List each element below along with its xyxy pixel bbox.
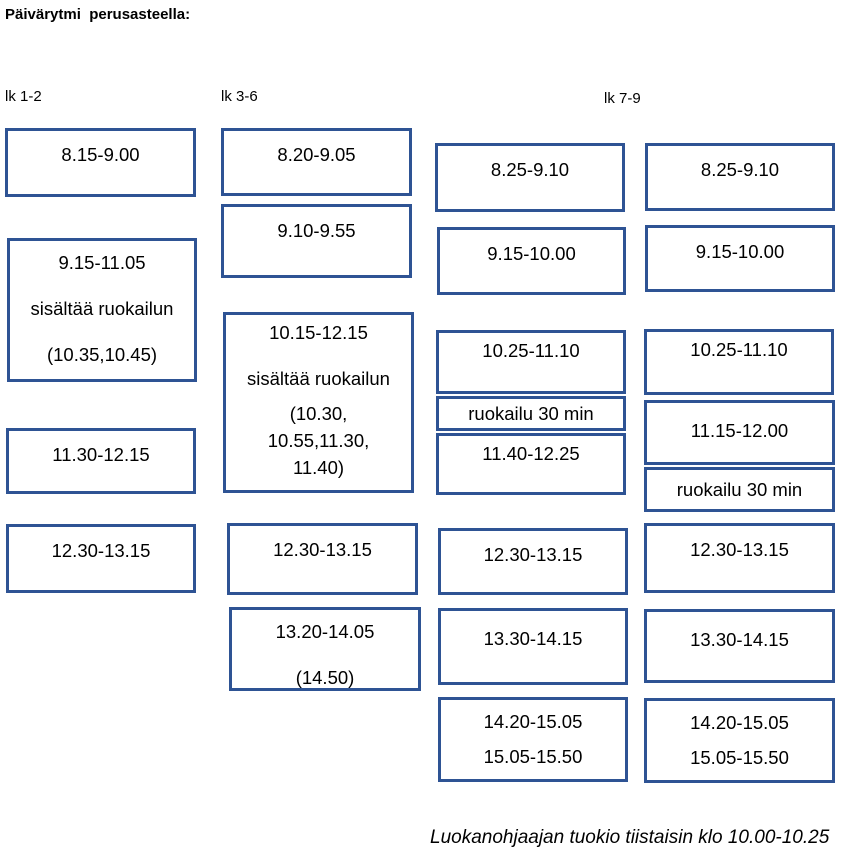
time-slot-line: 9.15-10.00 [695,241,785,262]
time-slot-line: 10.25-11.10 [482,340,580,361]
schedule-box: 10.25-11.10 [436,330,626,394]
column-header-lk-7-9: lk 7-9 [604,90,641,107]
time-slot-line: (14.50) [295,667,355,688]
schedule-box: 12.30-13.15 [6,524,196,593]
time-slot-line: sisältää ruokailun [247,368,390,389]
schedule-box: 11.40-12.25 [436,433,626,495]
schedule-box: 9.10-9.55 [221,204,412,278]
time-slot-line: 15.05-15.50 [483,746,583,767]
time-slot-line: 12.30-13.15 [483,544,583,565]
time-slot-line: 13.30-14.15 [483,628,583,649]
schedule-box: 10.25-11.10 [644,329,834,395]
time-slot-line: 10.55,11.30, [267,430,370,451]
schedule-box: 13.20-14.05 (14.50) [229,607,421,691]
schedule-box: 14.20-15.05 15.05-15.50 [644,698,835,783]
time-slot-line: 12.30-13.15 [51,540,151,561]
time-slot-line: (10.35,10.45) [46,344,158,365]
time-slot-line: 8.25-9.10 [490,159,570,180]
schedule-box: 14.20-15.05 15.05-15.50 [438,697,628,782]
time-slot-line: 11.30-12.15 [52,444,150,465]
time-slot-line: 12.30-13.15 [690,539,789,560]
footer-note: Luokanohjaajan tuokio tiistaisin klo 10.… [430,827,830,848]
time-slot-line: 11.15-12.00 [690,420,789,441]
schedule-box: 12.30-13.15 [227,523,418,595]
schedule-box: 12.30-13.15 [438,528,628,595]
schedule-box: 8.20-9.05 [221,128,412,196]
column-header-lk-1-2: lk 1-2 [5,88,42,105]
schedule-box-lunch: ruokailu 30 min [644,467,835,512]
lunch-label: ruokailu 30 min [468,402,594,424]
time-slot-line: 14.20-15.05 [483,711,583,732]
time-slot-line: 10.15-12.15 [269,322,368,343]
time-slot-line: 12.30-13.15 [273,539,372,560]
time-slot-line: sisältää ruokailun [30,298,174,319]
page-title: Päivärytmi perusasteella: [5,6,191,23]
column-header-lk-3-6: lk 3-6 [221,88,258,105]
time-slot-line: 9.15-10.00 [487,243,576,264]
time-slot-line: (10.30, [289,403,348,424]
time-slot-line: 15.05-15.50 [690,747,789,768]
schedule-box: 11.30-12.15 [6,428,196,494]
time-slot-line: 9.10-9.55 [277,220,356,241]
schedule-box: 13.30-14.15 [438,608,628,685]
schedule-box-lunch: ruokailu 30 min [436,396,626,431]
time-slot-line: 14.20-15.05 [690,712,789,733]
schedule-box: 9.15-10.00 [645,225,835,292]
schedule-box: 12.30-13.15 [644,523,835,593]
schedule-box: 13.30-14.15 [644,609,835,683]
schedule-box: 11.15-12.00 [644,400,835,465]
time-slot-line: 13.20-14.05 [275,621,375,642]
time-slot-line: 9.15-11.05 [58,252,146,273]
time-slot-line: 8.25-9.10 [700,159,780,180]
time-slot-line: 8.20-9.05 [277,144,356,165]
lunch-label: ruokailu 30 min [676,478,803,500]
schedule-box: 10.15-12.15 sisältää ruokailun (10.30, 1… [223,312,414,493]
schedule-box: 8.15-9.00 [5,128,196,197]
time-slot-line: 11.40-12.25 [482,443,580,464]
schedule-box: 9.15-10.00 [437,227,626,295]
schedule-box: 9.15-11.05 sisältää ruokailun (10.35,10.… [7,238,197,382]
time-slot-line: 10.25-11.10 [690,339,788,360]
time-slot-line: 11.40) [292,457,345,478]
schedule-box: 8.25-9.10 [645,143,835,211]
time-slot-line: 8.15-9.00 [61,144,140,165]
time-slot-line: 13.30-14.15 [690,629,789,650]
schedule-box: 8.25-9.10 [435,143,625,212]
